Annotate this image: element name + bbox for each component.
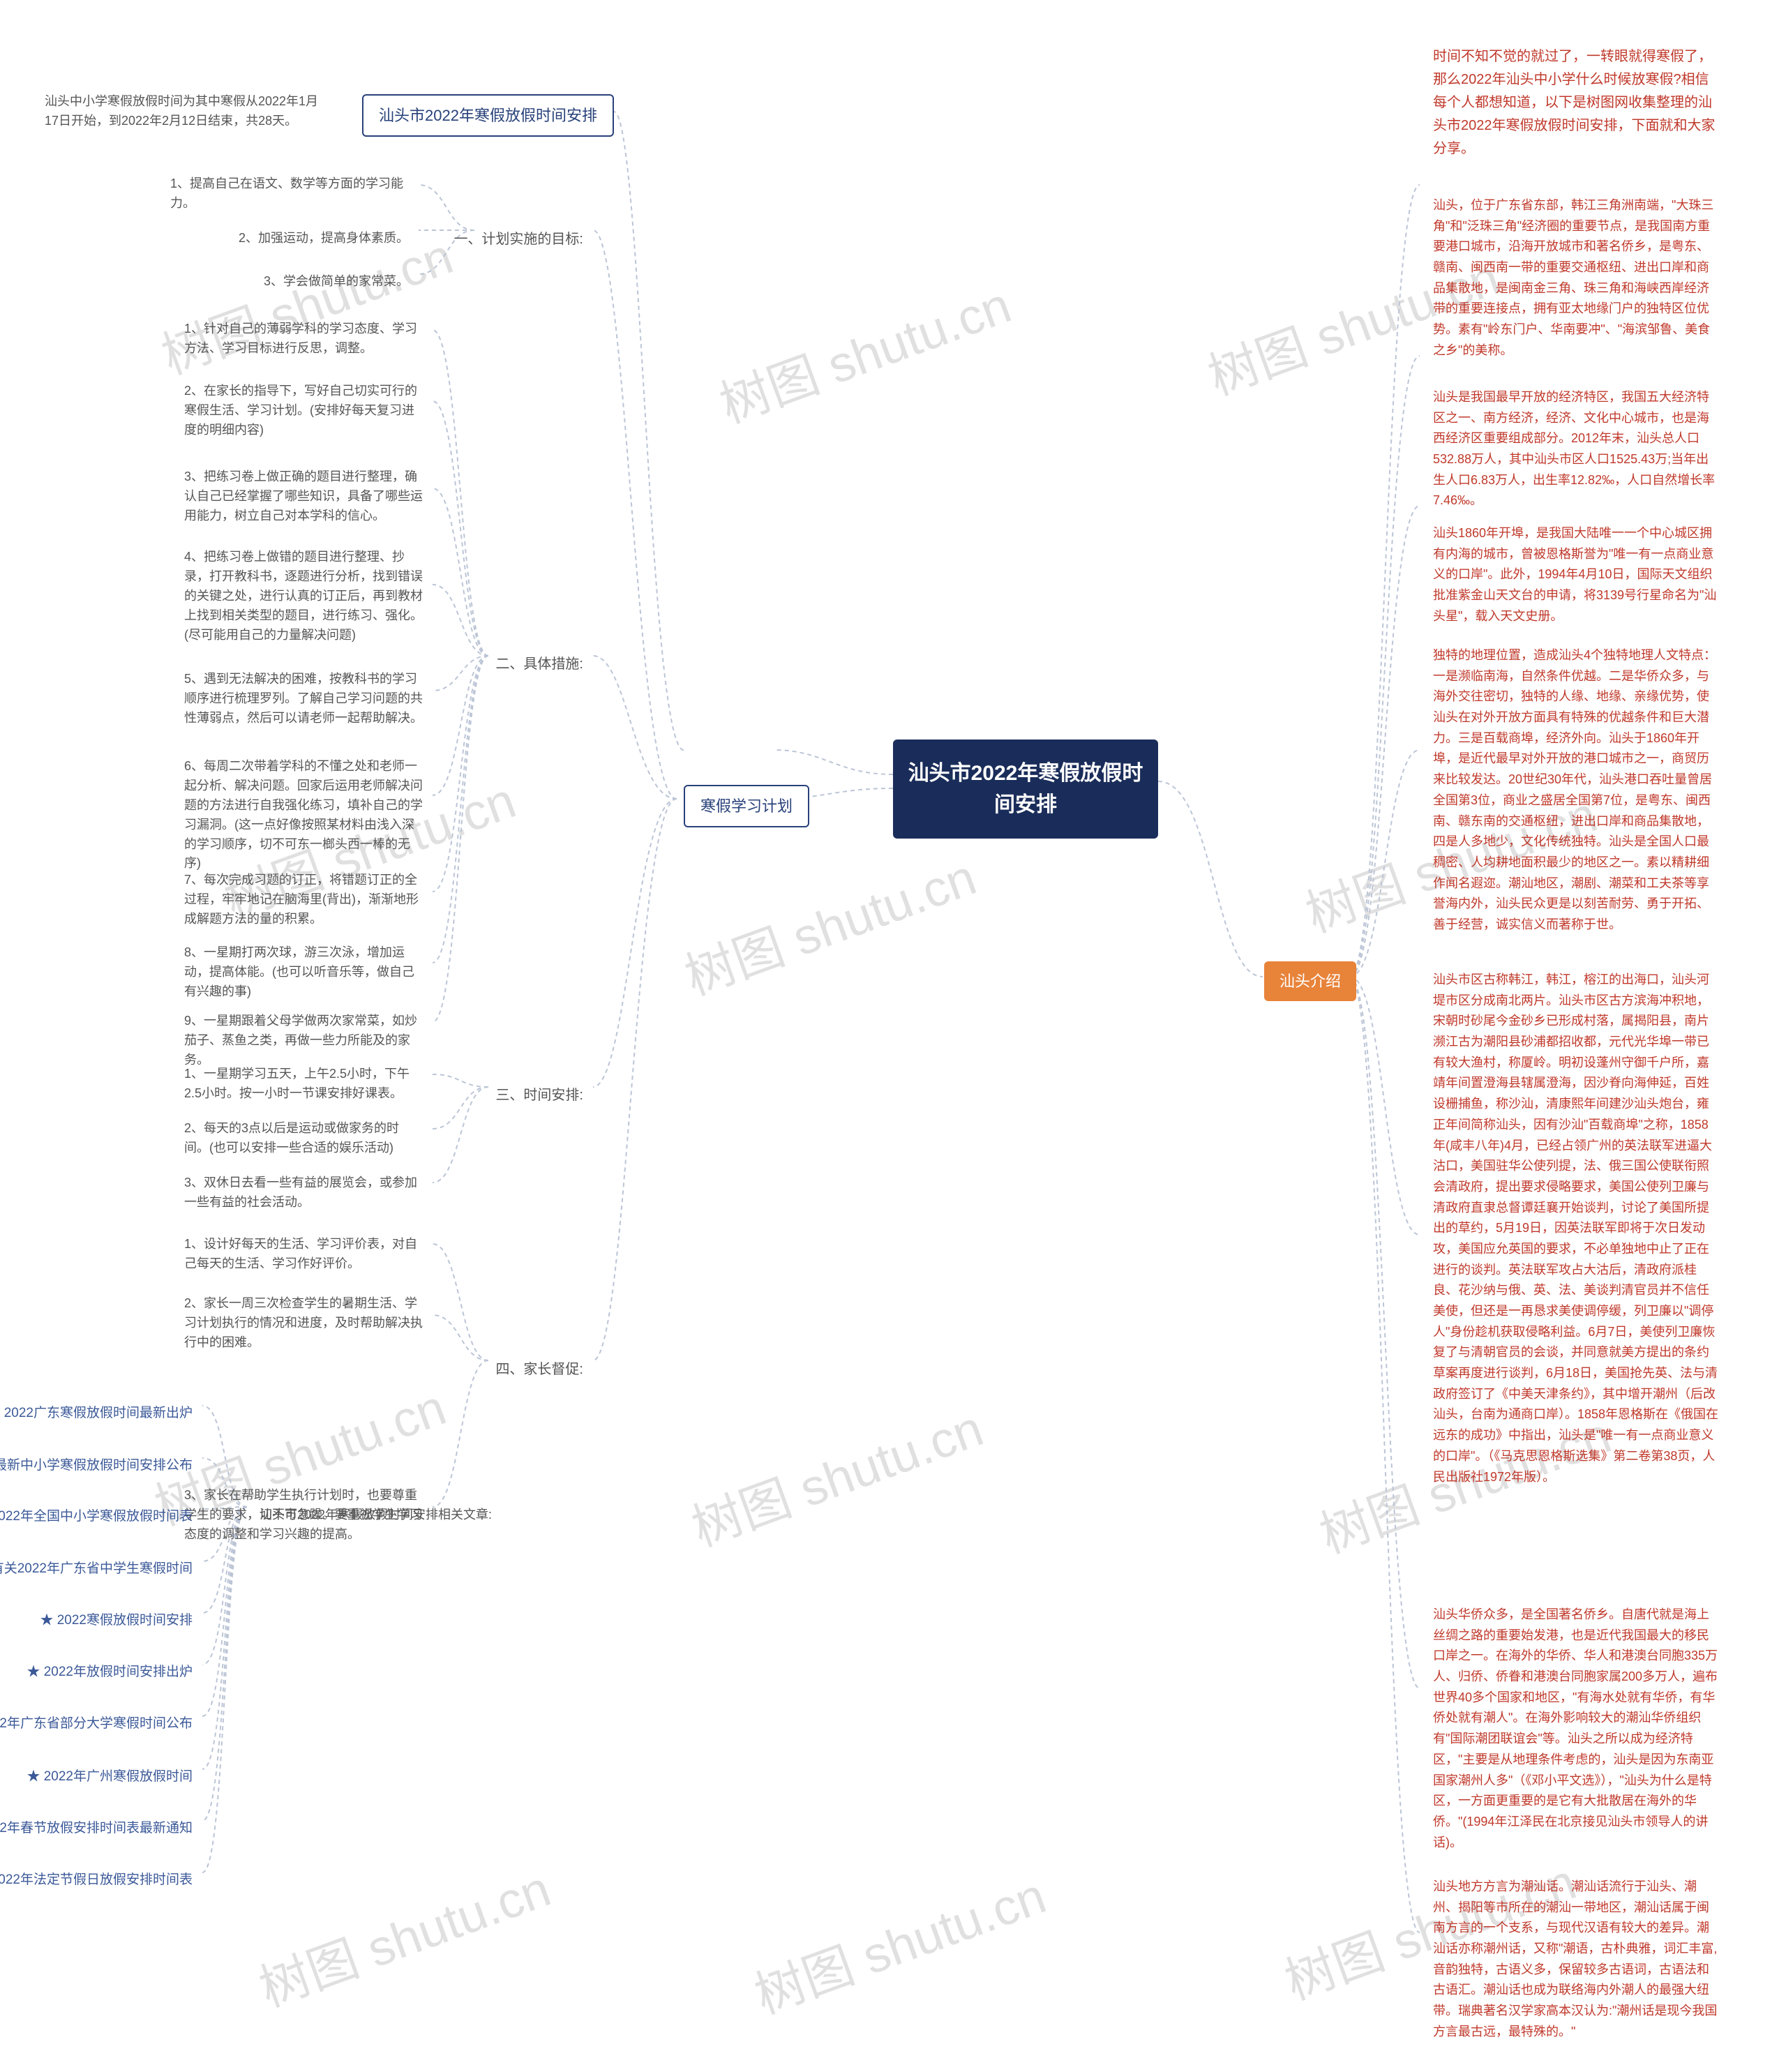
watermark-text: 树图 shutu.cn — [743, 1855, 1054, 2028]
time-item-1: 1、一星期学习五天，上午2.5小时，下午2.5小时。按一小时一节课安排好课表。 — [174, 1058, 433, 1111]
measures-item-2: 2、在家长的指导下，写好自己切实可行的寒假生活、学习计划。(安排好每天复习进度的… — [174, 375, 433, 447]
goals-item-1: 1、提高自己在语文、数学等方面的学习能力。 — [160, 167, 419, 220]
watermark-text: 树图 shutu.cn — [708, 264, 1019, 437]
intro-text: 时间不知不觉的就过了，一转眼就得寒假了，那么2022年汕头中小学什么时候放寒假?… — [1423, 38, 1730, 167]
measures-item-8: 8、一星期打两次球，游三次泳，增加运动，提高体能。(也可以听音乐等，做自己有兴趣… — [174, 936, 433, 1009]
measures-item-7: 7、每次完成习题的订正，将错题订正的全过程，牢牢地记在脑海里(背出)，渐渐地形成… — [174, 864, 433, 936]
watermark-text: 树图 shutu.cn — [248, 1848, 559, 2021]
measures-item-1: 1、针对自己的薄弱学科的学习态度、学习方法、学习目标进行反思，调整。 — [174, 313, 433, 366]
intro-para-2: 汕头是我国最早开放的经济特区，我国五大经济特区之一、南方经济，经济、文化中心城市… — [1423, 380, 1730, 518]
intro-para-4: 独特的地理位置，造成汕头4个独特地理人文特点：一是濒临南海，自然条件优越。二是华… — [1423, 638, 1730, 943]
intro-para-1: 汕头，位于广东省东部，韩江三角洲南端，"大珠三角"和"泛珠三角"经济圈的重要节点… — [1423, 188, 1730, 368]
related-label: 汕头市2022年寒假放假时间安排相关文章: — [250, 1499, 502, 1532]
schedule-text: 汕头中小学寒假放假时间为其中寒假从2022年1月17日开始，到2022年2月12… — [35, 85, 342, 138]
time-item-2: 2、每天的3点以后是运动或做家务的时间。(也可以安排一些合适的娱乐活动) — [174, 1112, 433, 1165]
related-link[interactable]: 2022年春节放假安排时间表最新通知 — [0, 1812, 202, 1846]
supervise-item-1: 1、设计好每天的生活、学习评价表，对自己每天的生活、学习作好评价。 — [174, 1228, 433, 1281]
root-node: 汕头市2022年寒假放假时间安排 — [893, 740, 1158, 839]
section-supervise-label: 四、家长督促: — [486, 1352, 593, 1387]
goals-item-3: 3、学会做简单的家常菜。 — [254, 265, 419, 299]
related-link[interactable]: 2022寒假放假时间安排 — [30, 1604, 202, 1638]
measures-item-6: 6、每周二次带着学科的不懂之处和老师一起分析、解决问题。回家后运用老师解决问题的… — [174, 750, 433, 880]
related-link[interactable]: 2022年广州寒假放假时间 — [17, 1760, 202, 1794]
time-item-3: 3、双休日去看一些有益的展览会，或参加一些有益的社会活动。 — [174, 1166, 433, 1219]
related-link[interactable]: 2022年法定节假日放假安排时间表 — [0, 1863, 202, 1898]
watermark-text: 树图 shutu.cn — [680, 1388, 991, 1561]
intro-branch: 汕头介绍 — [1264, 961, 1356, 1001]
measures-item-4: 4、把练习卷上做错的题目进行整理、抄录，打开教科书，逐题进行分析，找到错误的关键… — [174, 541, 433, 652]
intro-para-7: 汕头地方方言为潮汕话。潮汕话流行于汕头、潮州、揭阳等市所在的潮汕一带地区，潮汕话… — [1423, 1870, 1730, 2050]
measures-item-3: 3、把练习卷上做正确的题目进行整理，确认自己已经掌握了哪些知识，具备了哪些运用能… — [174, 460, 433, 533]
related-link[interactable]: 2022年全国中小学寒假放假时间表 — [0, 1500, 202, 1534]
related-link[interactable]: 2022年广东省部分大学寒假时间公布 — [0, 1707, 202, 1741]
intro-para-6: 汕头华侨众多，是全国著名侨乡。自唐代就是海上丝绸之路的重要始发港，也是近代我国最… — [1423, 1598, 1730, 1860]
schedule-branch: 汕头市2022年寒假放假时间安排 — [362, 94, 614, 137]
section-time-label: 三、时间安排: — [486, 1078, 593, 1113]
related-link[interactable]: 2022年最新中小学寒假放假时间安排公布 — [0, 1449, 202, 1483]
related-link[interactable]: 有关2022年广东省中学生寒假时间 — [0, 1552, 202, 1586]
intro-para-3: 汕头1860年开埠，是我国大陆唯一一个中心城区拥有内海的城市，曾被恩格斯誉为"唯… — [1423, 516, 1730, 633]
related-link[interactable]: 2022广东寒假放假时间最新出炉 — [0, 1397, 202, 1431]
measures-item-5: 5、遇到无法解决的困难，按教科书的学习顺序进行梳理罗列。了解自己学习问题的共性薄… — [174, 663, 433, 735]
intro-para-5: 汕头市区古称韩江，韩江，榕江的出海口，汕头河堤市区分成南北两片。汕头市区古方滨海… — [1423, 963, 1730, 1494]
study-plan-branch: 寒假学习计划 — [684, 785, 809, 827]
section-goals-label: 一、计划实施的目标: — [444, 222, 593, 257]
section-measures-label: 二、具体措施: — [486, 647, 593, 682]
watermark-text: 树图 shutu.cn — [673, 836, 984, 1009]
related-link[interactable]: 2022年放假时间安排出炉 — [17, 1656, 202, 1690]
goals-item-2: 2、加强运动，提高身体素质。 — [229, 222, 419, 255]
supervise-item-2: 2、家长一周三次检查学生的暑期生活、学习计划执行的情况和进度，及时帮助解决执行中… — [174, 1287, 433, 1360]
